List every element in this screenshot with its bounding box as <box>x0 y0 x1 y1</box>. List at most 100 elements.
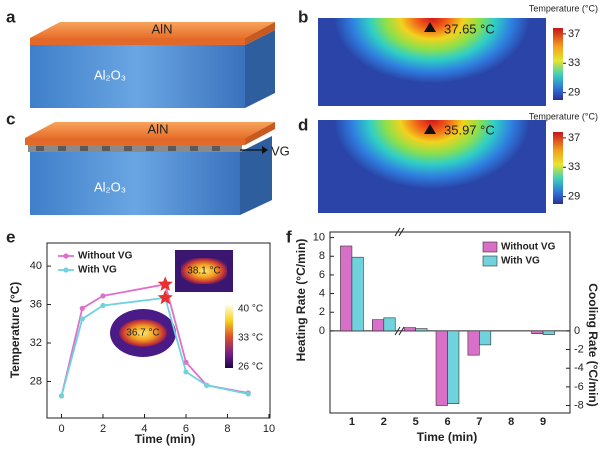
point <box>245 391 251 397</box>
inset-colorbar <box>225 305 233 368</box>
vg-label: VG <box>271 143 290 158</box>
legend-label: Without VG <box>78 251 133 262</box>
legend-swatch <box>482 241 498 253</box>
legend-title: Temperature (°C) <box>529 111 598 121</box>
layer-side <box>245 22 275 45</box>
bar <box>542 330 555 335</box>
peak-star <box>157 289 173 305</box>
panel-label: d <box>298 115 308 134</box>
legend-marker <box>63 267 69 273</box>
legend-label: With VG <box>78 265 117 276</box>
point <box>100 302 106 309</box>
y-tick-label: 2 <box>319 306 325 318</box>
vg-grooves <box>36 146 220 151</box>
bar <box>403 327 416 332</box>
panel-label: e <box>6 227 15 246</box>
heatmap <box>318 18 546 106</box>
layer-top <box>30 22 275 38</box>
bar <box>415 328 428 332</box>
legend-swatch <box>482 255 498 267</box>
y-tick-label: 32 <box>30 337 42 349</box>
substrate-front <box>30 152 240 215</box>
x-tick-label: 2 <box>381 416 387 428</box>
layer-front <box>30 38 245 45</box>
bar <box>340 245 353 332</box>
substrate-label: Al₂O₃ <box>94 67 126 82</box>
layer-side <box>245 122 275 145</box>
thermal-hotspot <box>119 319 167 347</box>
peak-star <box>157 276 173 291</box>
x-axis-title: Time (min) <box>135 432 195 446</box>
colorbar-tick-label: 37 <box>568 132 580 144</box>
annotation: 37.65 °C <box>444 21 495 36</box>
panel-f: f Heating Rate (°C/min) Cooling Rate (°C… <box>286 227 600 444</box>
x-tick-label: 2 <box>100 423 106 435</box>
point <box>79 305 85 311</box>
y-tick-label: 8 <box>319 250 325 262</box>
inset-annotation: 36.7 °C <box>126 328 159 339</box>
y2-axis-title: Cooling Rate (°C/min) <box>586 283 600 406</box>
panel-e: e Temperature (°C) Time (min) 38.1 °C 36… <box>6 227 275 446</box>
vg-arrowhead <box>262 146 268 154</box>
legend-label: Without VG <box>501 242 556 253</box>
panel-label: b <box>298 7 308 26</box>
inset-annotation: 38.1 °C <box>187 266 220 277</box>
inset-colorbar-label: 40 °C <box>238 304 263 315</box>
axis-break <box>394 227 405 336</box>
bar <box>372 319 385 332</box>
x-tick-label: 7 <box>476 416 482 428</box>
y2-tick-label: -4 <box>574 362 584 374</box>
bar <box>531 330 544 334</box>
bar <box>479 330 492 346</box>
x-tick-label: 5 <box>413 416 419 428</box>
inset-colorbar-label: 33 °C <box>238 333 263 344</box>
x-tick-label: 1 <box>349 416 355 428</box>
bar <box>435 330 448 406</box>
x-tick-label: 4 <box>141 423 147 435</box>
layer-label: AlN <box>148 121 169 136</box>
annotation: 35.97 °C <box>444 122 495 137</box>
colorbar-tick-label: 29 <box>568 191 580 203</box>
panel-c: c AlN VG Al₂O₃ <box>6 109 290 215</box>
x-tick-label: 6 <box>444 416 450 428</box>
point <box>183 369 189 375</box>
x-tick-label: 8 <box>224 423 230 435</box>
y-tick-label: 10 <box>313 232 325 244</box>
layer-top <box>25 122 275 138</box>
substrate-label: Al₂O₃ <box>94 179 126 194</box>
colorbar-tick-label: 33 <box>568 57 580 69</box>
colorbar-tick-label: 37 <box>568 28 580 40</box>
panel-label: c <box>6 109 15 128</box>
substrate-side <box>240 136 272 215</box>
point <box>100 293 106 299</box>
panel-label: f <box>286 227 292 246</box>
panel-label: a <box>6 7 16 26</box>
panel-a: a AlN Al₂O₃ <box>6 7 275 108</box>
legend-label: With VG <box>501 256 540 267</box>
y-tick-label: 36 <box>30 298 42 310</box>
inset-colorbar-label: 26 °C <box>238 362 263 373</box>
x-tick-label: 10 <box>263 423 275 435</box>
panel-b: b 37.65 °C Temperature (°C) <box>298 3 598 106</box>
legend-marker <box>63 253 69 259</box>
y-axis-title: Heating Rate (°C/min) <box>294 239 308 362</box>
y2-tick-label: 0 <box>574 325 580 337</box>
bar <box>447 330 460 404</box>
y-tick-label: 28 <box>30 375 42 387</box>
bar <box>351 256 364 332</box>
plot-frame <box>46 242 271 419</box>
layer-front <box>25 138 245 145</box>
y-tick-label: 0 <box>319 325 325 337</box>
x-tick-label: 8 <box>508 416 514 428</box>
point <box>204 382 210 388</box>
point <box>79 316 85 322</box>
y-tick-label: 4 <box>319 287 325 299</box>
y2-tick-label: -2 <box>574 343 584 355</box>
legend-title: Temperature (°C) <box>529 3 598 13</box>
colorbar-tick-label: 29 <box>568 87 580 99</box>
point <box>58 393 65 399</box>
bar <box>383 317 396 332</box>
plot-frame <box>329 231 571 414</box>
y-tick-label: 40 <box>30 260 42 272</box>
x-axis-title: Time (min) <box>417 430 477 444</box>
